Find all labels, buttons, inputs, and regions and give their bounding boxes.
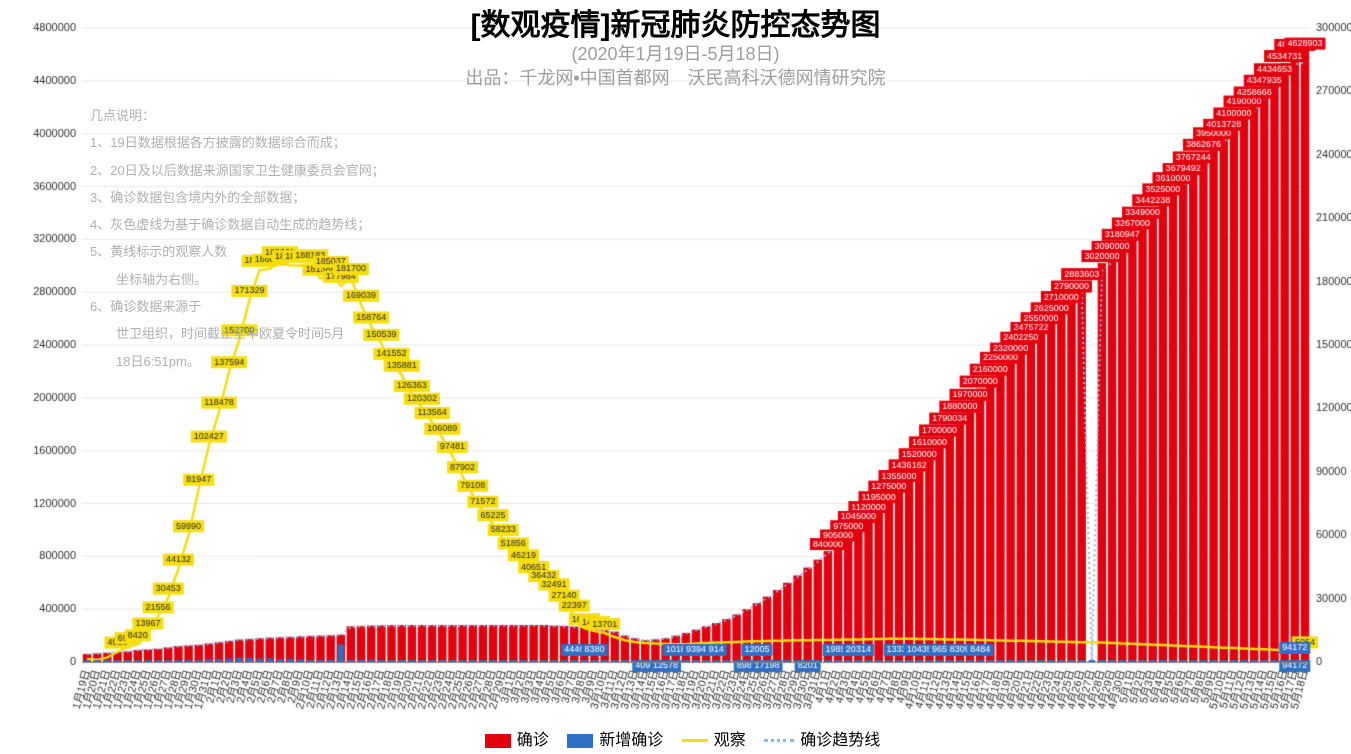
legend-swatch-confirmed — [485, 734, 511, 748]
legend-swatch-newcases — [567, 734, 593, 748]
legend-label-newcases: 新增确诊 — [599, 732, 663, 749]
chart-subtitle: (2020年1月19日-5月18日) — [0, 40, 1351, 66]
legend-swatch-trend — [764, 739, 794, 742]
legend-label-confirmed: 确诊 — [517, 732, 549, 749]
chart-notes: 几点说明：1、19日数据根据各方披露的数据综合而成；2、20日及以后数据来源国家… — [90, 102, 420, 375]
legend-label-trend: 确诊趋势线 — [800, 732, 880, 749]
chart-title: [数观疫情]新冠肺炎防控态势图 — [0, 0, 1351, 44]
chart-credit: 出品：千龙网•中国首都网 沃民高科沃德网情研究院 — [0, 64, 1351, 90]
chart-legend: 确诊 新增确诊 观察 确诊趋势线 — [0, 726, 1351, 750]
legend-label-observed: 观察 — [714, 732, 746, 749]
chart-container: [数观疫情]新冠肺炎防控态势图 (2020年1月19日-5月18日) 出品：千龙… — [0, 0, 1351, 754]
legend-swatch-observed — [682, 739, 708, 742]
